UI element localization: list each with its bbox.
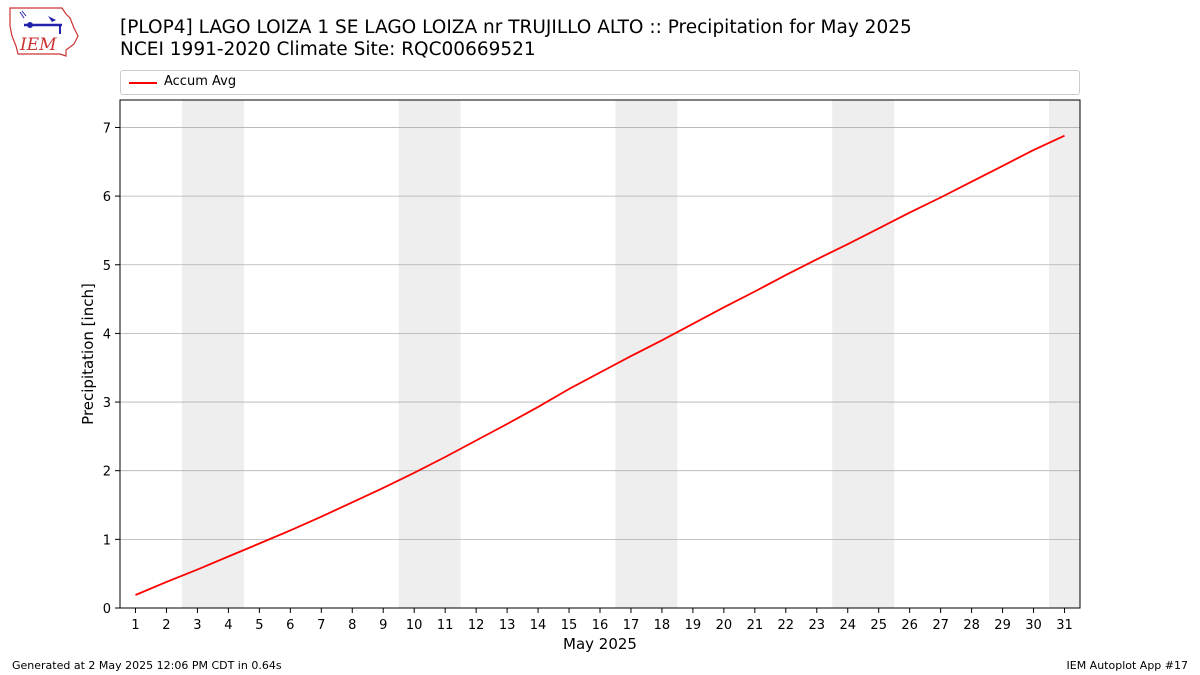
y-tick-label: 7 xyxy=(103,121,111,136)
weekend-shade-band xyxy=(832,100,895,608)
x-tick-label: 30 xyxy=(1025,618,1042,633)
weekend-shade-band xyxy=(181,100,244,608)
weekend-shade-band xyxy=(615,100,678,608)
x-tick-label: 27 xyxy=(932,618,949,633)
iem-logo-icon: IEM xyxy=(9,7,79,57)
plot-frame xyxy=(119,99,1081,609)
y-axis-label: Precipitation [inch] xyxy=(79,283,97,425)
x-tick-label: 25 xyxy=(870,618,887,633)
x-tick-label: 1 xyxy=(131,618,139,633)
x-tick-label: 28 xyxy=(963,618,980,633)
x-tick-label: 22 xyxy=(778,618,795,633)
x-tick-label: 18 xyxy=(654,618,671,633)
title-line-1: [PLOP4] LAGO LOIZA 1 SE LAGO LOIZA nr TR… xyxy=(120,17,912,38)
legend-label: Accum Avg xyxy=(164,74,237,89)
series-line-accum-avg xyxy=(135,134,1065,596)
legend-line-swatch xyxy=(129,82,157,84)
x-tick-label: 23 xyxy=(809,618,826,633)
x-tick-label: 3 xyxy=(193,618,201,633)
x-axis-label: May 2025 xyxy=(563,635,637,653)
x-tick-label: 17 xyxy=(623,618,640,633)
x-tick-label: 21 xyxy=(747,618,764,633)
weekend-shade-band xyxy=(398,100,461,608)
app-label: IEM Autoplot App #17 xyxy=(1066,659,1189,672)
weekend-shade-band xyxy=(1049,100,1080,608)
x-tick-label: 5 xyxy=(255,618,263,633)
x-tick-label: 12 xyxy=(468,618,485,633)
generated-timestamp: Generated at 2 May 2025 12:06 PM CDT in … xyxy=(12,659,282,672)
x-tick-label: 10 xyxy=(406,618,423,633)
x-tick-label: 24 xyxy=(839,618,856,633)
y-tick-label: 6 xyxy=(103,190,111,205)
x-tick-label: 9 xyxy=(379,618,387,633)
x-tick-label: 26 xyxy=(901,618,918,633)
x-tick-label: 29 xyxy=(994,618,1011,633)
x-tick-label: 14 xyxy=(530,618,547,633)
x-tick-label: 8 xyxy=(348,618,356,633)
logo-text: IEM xyxy=(19,35,57,55)
y-tick-label: 4 xyxy=(103,327,111,342)
title-line-2: NCEI 1991-2020 Climate Site: RQC00669521 xyxy=(120,39,536,60)
chart-title: [PLOP4] LAGO LOIZA 1 SE LAGO LOIZA nr TR… xyxy=(120,17,912,61)
x-tick-label: 16 xyxy=(592,618,609,633)
x-tick-label: 7 xyxy=(317,618,325,633)
y-tick-label: 5 xyxy=(103,259,111,274)
iem-logo[interactable]: IEM xyxy=(8,6,80,58)
x-tick-label: 20 xyxy=(716,618,733,633)
y-tick-label: 2 xyxy=(103,465,111,480)
x-tick-label: 13 xyxy=(499,618,516,633)
legend: Accum Avg xyxy=(120,70,1080,95)
x-tick-label: 15 xyxy=(561,618,578,633)
x-tick-label: 4 xyxy=(224,618,232,633)
y-tick-label: 1 xyxy=(103,533,111,548)
x-tick-label: 6 xyxy=(286,618,294,633)
y-tick-label: 0 xyxy=(103,602,111,617)
x-tick-label: 19 xyxy=(685,618,702,633)
x-tick-label: 31 xyxy=(1056,618,1073,633)
x-tick-label: 2 xyxy=(162,618,170,633)
x-tick-label: 11 xyxy=(437,618,454,633)
y-tick-label: 3 xyxy=(103,396,111,411)
